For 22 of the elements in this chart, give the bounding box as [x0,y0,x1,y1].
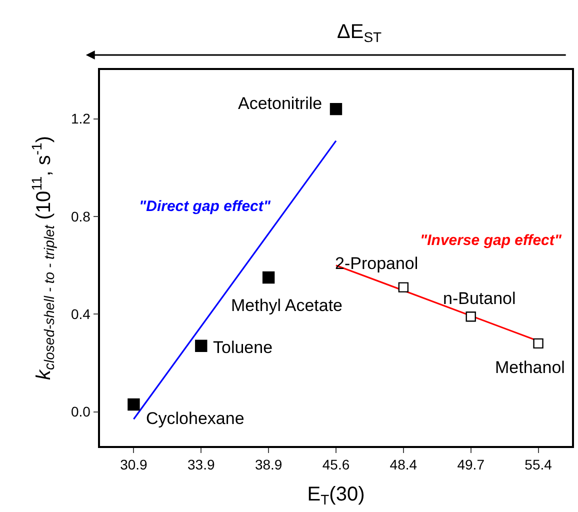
annotation: Cyclohexane [146,409,244,428]
x-tick-label: 45.6 [322,456,350,473]
x-tick-label: 33.9 [188,456,215,473]
annotation: "Direct gap effect" [139,198,272,215]
y-tick-label: 1.2 [70,110,91,127]
annotation: Toluene [213,338,273,357]
y-tick-label: 0.0 [70,404,91,420]
chart-title: ΔE$_{ST}$ [337,21,382,46]
x-axis-title: E$_{T}$(30) [307,484,365,508]
y-tick-label: 0.4 [70,306,91,322]
annotation: 2-Propanol [335,254,418,273]
annotation: Methanol [495,358,565,377]
x-tick-label: 49.7 [457,456,485,473]
x-tick-label: 38.9 [254,456,282,473]
annotation: "Inverse gap effect" [420,232,562,249]
y-tick-label: 0.8 [70,208,91,224]
x-tick-label: 48.4 [390,456,418,473]
annotation: n-Butanol [443,289,516,308]
x-tick-label: 30.9 [120,456,148,473]
x-tick-label: 55.4 [524,456,552,473]
annotation: Acetonitrile [238,94,322,113]
annotation: Methyl Acetate [231,296,343,315]
